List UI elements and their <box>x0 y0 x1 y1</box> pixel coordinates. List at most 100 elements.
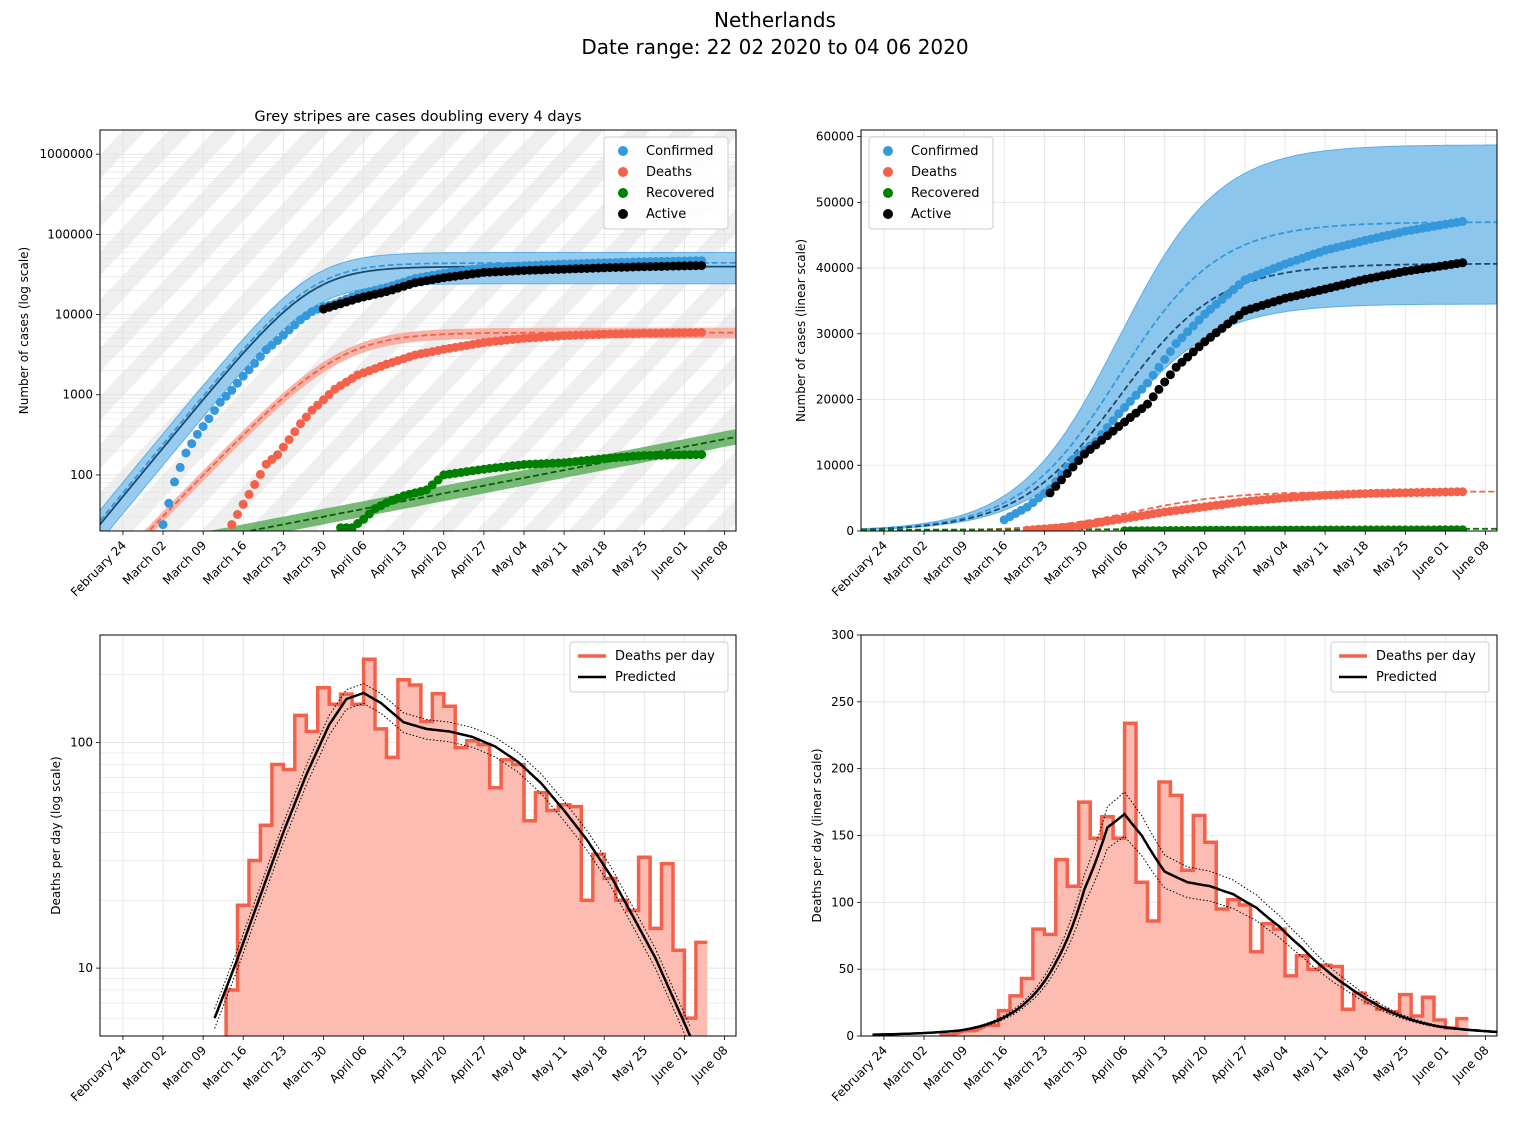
confirmed-point <box>278 330 288 340</box>
y-tick-label: 100 <box>70 736 93 750</box>
predicted-line <box>213 691 692 1036</box>
x-tick-label: May 18 <box>569 538 610 579</box>
active-point <box>1160 377 1170 387</box>
confirmed-point <box>1137 384 1147 394</box>
x-tick-label: April 13 <box>1128 538 1171 581</box>
legend-label: Confirmed <box>646 144 714 159</box>
legend-marker <box>883 188 893 198</box>
x-tick-label: March 30 <box>1041 1043 1090 1092</box>
x-tick-label: May 25 <box>609 538 650 579</box>
legend-label: Confirmed <box>911 144 979 159</box>
confirmed-point <box>1165 347 1175 356</box>
legend-marker <box>618 188 628 198</box>
active-point <box>1143 399 1152 409</box>
legend-label: Deaths <box>911 165 957 180</box>
x-tick-label: April 27 <box>447 1043 490 1086</box>
x-tick-label: May 25 <box>609 1043 650 1084</box>
x-tick-label: April 13 <box>367 538 410 581</box>
x-tick-label: June 08 <box>688 1043 731 1086</box>
x-tick-label: June 01 <box>648 538 691 581</box>
x-tick-label: May 04 <box>1250 1043 1291 1084</box>
x-tick-label: February 24 <box>68 1043 129 1104</box>
x-tick-label: June 01 <box>648 1043 691 1086</box>
confirmed-point <box>192 429 202 439</box>
x-tick-label: May 25 <box>1370 1043 1411 1084</box>
x-tick-label: May 11 <box>1290 538 1331 579</box>
y-axis-label: Deaths per day (log scale) <box>49 756 63 914</box>
x-tick-label: June 08 <box>1449 1043 1492 1086</box>
confirmed-point <box>204 414 214 424</box>
doubling-stripe <box>659 450 736 531</box>
plot-frame <box>99 634 737 1037</box>
deaths-point <box>1458 487 1468 497</box>
deaths-point <box>307 405 317 415</box>
x-tick-label: February 24 <box>829 1043 890 1104</box>
x-tick-label: April 27 <box>1208 538 1251 581</box>
x-tick-label: April 27 <box>447 538 490 581</box>
doubling-stripe <box>100 130 284 324</box>
x-tick-label: May 11 <box>1290 1043 1331 1084</box>
confirmed-point <box>227 385 237 395</box>
x-tick-label: February 24 <box>829 538 890 599</box>
figure-title: Netherlands <box>714 8 836 32</box>
active-point <box>1154 384 1164 394</box>
x-tick-label: May 25 <box>1370 538 1411 579</box>
recovered-points <box>336 450 707 531</box>
active-point <box>1062 469 1072 478</box>
confirmed-fit-line <box>100 262 736 522</box>
chart-title: Grey stripes are cases doubling every 4 … <box>254 109 581 125</box>
confirmed-point <box>1143 378 1152 388</box>
x-tick-label: April 06 <box>1088 1043 1131 1086</box>
predicted-line <box>872 812 1497 1036</box>
active-point <box>1148 392 1158 402</box>
plot-frame <box>860 129 1498 532</box>
deaths-point <box>697 328 707 337</box>
active-point <box>1171 362 1181 372</box>
predicted-extension-line <box>1462 1028 1497 1034</box>
confirmed-point <box>1120 403 1130 412</box>
x-tick-label: June 08 <box>1449 538 1492 581</box>
active-point <box>1188 347 1198 357</box>
legend-box <box>1330 641 1490 693</box>
confirmed-point <box>238 371 248 381</box>
y-tick-label: 0 <box>846 524 854 538</box>
x-tick-label: May 04 <box>1250 538 1291 579</box>
confirmed-point <box>1108 416 1118 426</box>
confirmed-point <box>1171 339 1181 349</box>
y-tick-label: 300 <box>831 628 854 642</box>
recovered-point <box>364 509 374 519</box>
figure-subtitle: Date range: 22 02 2020 to 04 06 2020 <box>581 35 968 59</box>
confirmed-fit-line <box>861 221 1497 531</box>
x-tick-label: April 27 <box>1208 1043 1251 1086</box>
recovered-points <box>1120 525 1468 531</box>
legend-marker <box>883 167 893 177</box>
deaths-points <box>1022 487 1468 531</box>
recovered-point <box>359 514 369 524</box>
deaths-point <box>319 395 328 405</box>
deaths-point <box>278 442 288 452</box>
y-tick-label: 0 <box>846 1029 854 1043</box>
deaths-point <box>324 390 334 399</box>
doubling-stripe <box>705 498 736 531</box>
active-points <box>319 261 707 314</box>
confirmed-point <box>1183 327 1193 337</box>
y-tick-label: 150 <box>831 829 854 843</box>
legend-marker <box>618 146 628 156</box>
deaths-points <box>227 328 707 530</box>
confirmed-point <box>158 520 168 530</box>
confirmed-point <box>1188 321 1198 331</box>
confirmed-point <box>198 422 208 431</box>
deaths-point <box>273 450 283 460</box>
x-tick-label: April 20 <box>407 538 450 581</box>
confirmed-point <box>221 391 231 401</box>
series-group <box>213 657 708 1036</box>
legend-label: Recovered <box>646 186 715 201</box>
y-tick-label: 1000000 <box>40 147 93 161</box>
doubling-stripe <box>155 130 559 531</box>
x-tick-label: May 04 <box>489 1043 530 1084</box>
x-tick-label: April 20 <box>1168 1043 1211 1086</box>
